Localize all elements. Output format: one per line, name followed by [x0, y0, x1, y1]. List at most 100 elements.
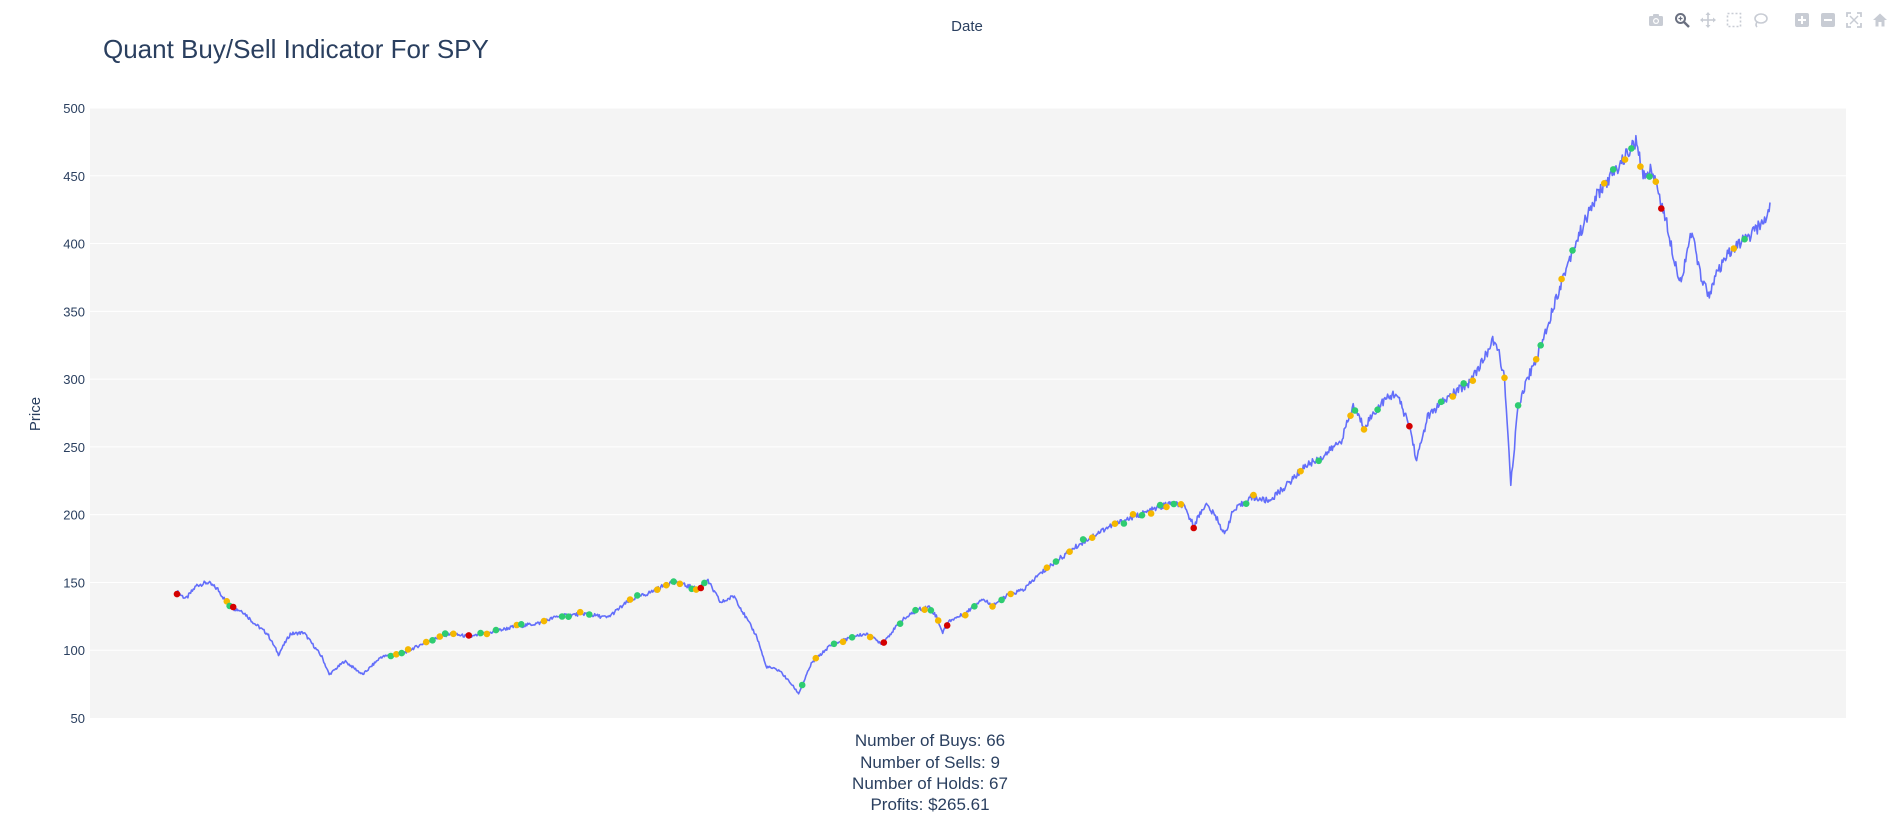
- hold-signal-marker[interactable]: [676, 580, 684, 588]
- pan-icon[interactable]: [1698, 10, 1718, 30]
- buy-signal-marker[interactable]: [477, 629, 484, 637]
- buy-signal-marker[interactable]: [1628, 145, 1635, 152]
- buy-signal-marker[interactable]: [1079, 536, 1087, 543]
- sell-signal-marker[interactable]: [173, 590, 181, 598]
- zoom-out-icon[interactable]: [1818, 10, 1838, 30]
- hold-signal-marker[interactable]: [1297, 467, 1304, 475]
- hold-signal-marker[interactable]: [393, 651, 400, 658]
- buy-signal-marker[interactable]: [927, 607, 935, 614]
- buy-signal-marker[interactable]: [1138, 511, 1146, 519]
- buy-signal-marker[interactable]: [912, 606, 919, 614]
- hold-signal-marker[interactable]: [921, 606, 928, 613]
- hold-signal-marker[interactable]: [1066, 548, 1073, 555]
- hold-signal-marker[interactable]: [812, 654, 820, 662]
- camera-icon[interactable]: [1646, 10, 1666, 30]
- reset-axes-icon[interactable]: [1870, 10, 1890, 30]
- buy-signal-marker[interactable]: [558, 613, 566, 620]
- buy-signal-marker[interactable]: [1460, 380, 1467, 387]
- buy-signal-marker[interactable]: [1156, 501, 1164, 509]
- hold-signal-marker[interactable]: [839, 638, 847, 646]
- buy-signal-marker[interactable]: [701, 579, 708, 587]
- sell-signal-marker[interactable]: [943, 622, 951, 629]
- hold-signal-marker[interactable]: [1163, 503, 1170, 511]
- hold-signal-marker[interactable]: [962, 611, 969, 619]
- buy-signal-marker[interactable]: [429, 637, 436, 644]
- hold-signal-marker[interactable]: [1360, 426, 1368, 433]
- hold-signal-marker[interactable]: [404, 646, 412, 653]
- zoom-in-icon[interactable]: [1792, 10, 1812, 30]
- hold-signal-marker[interactable]: [1637, 163, 1644, 170]
- hold-signal-marker[interactable]: [1007, 590, 1014, 598]
- buy-signal-marker[interactable]: [670, 578, 677, 585]
- hold-signal-marker[interactable]: [422, 638, 430, 646]
- hold-signal-marker[interactable]: [576, 608, 584, 616]
- buy-signal-marker[interactable]: [634, 592, 641, 599]
- hold-signal-marker[interactable]: [1177, 501, 1185, 508]
- buy-signal-marker[interactable]: [1741, 235, 1748, 243]
- hold-signal-marker[interactable]: [1621, 156, 1629, 163]
- hold-signal-marker[interactable]: [626, 596, 634, 603]
- buy-signal-marker[interactable]: [565, 613, 572, 620]
- sell-signal-marker[interactable]: [465, 632, 473, 639]
- buy-signal-marker[interactable]: [518, 621, 525, 628]
- hold-signal-marker[interactable]: [1250, 491, 1257, 499]
- hold-signal-marker[interactable]: [1600, 180, 1608, 187]
- hold-signal-marker[interactable]: [483, 630, 491, 638]
- lasso-select-icon[interactable]: [1750, 10, 1770, 30]
- buy-signal-marker[interactable]: [798, 681, 806, 689]
- hold-signal-marker[interactable]: [540, 617, 548, 625]
- buy-signal-marker[interactable]: [971, 603, 978, 610]
- hold-signal-marker[interactable]: [1449, 393, 1457, 400]
- hold-signal-marker[interactable]: [934, 617, 942, 624]
- buy-signal-marker[interactable]: [1609, 166, 1617, 173]
- sell-signal-marker[interactable]: [1658, 205, 1665, 212]
- buy-signal-marker[interactable]: [492, 626, 500, 634]
- buy-signal-marker[interactable]: [1569, 247, 1576, 254]
- buy-signal-marker[interactable]: [1351, 407, 1359, 414]
- hold-signal-marker[interactable]: [663, 581, 670, 589]
- hold-signal-marker[interactable]: [1558, 275, 1565, 283]
- buy-signal-marker[interactable]: [896, 620, 904, 627]
- hold-signal-marker[interactable]: [1088, 534, 1096, 541]
- sell-signal-marker[interactable]: [1190, 524, 1197, 532]
- sell-signal-marker[interactable]: [229, 603, 237, 611]
- hold-signal-marker[interactable]: [450, 630, 457, 638]
- hold-signal-marker[interactable]: [1652, 178, 1660, 185]
- buy-signal-marker[interactable]: [398, 649, 406, 657]
- plot-area[interactable]: [90, 108, 1846, 718]
- zoom-icon[interactable]: [1672, 10, 1692, 30]
- hold-signal-marker[interactable]: [1347, 412, 1354, 420]
- buy-signal-marker[interactable]: [998, 596, 1005, 604]
- hold-signal-marker[interactable]: [1043, 564, 1051, 571]
- buy-signal-marker[interactable]: [848, 634, 856, 641]
- hold-signal-marker[interactable]: [1129, 511, 1137, 518]
- buy-signal-marker[interactable]: [830, 640, 838, 648]
- buy-signal-marker[interactable]: [1537, 342, 1544, 349]
- autoscale-icon[interactable]: [1844, 10, 1864, 30]
- sell-signal-marker[interactable]: [1406, 422, 1413, 430]
- hold-signal-marker[interactable]: [1111, 520, 1119, 527]
- buy-signal-marker[interactable]: [1120, 520, 1128, 527]
- hold-signal-marker[interactable]: [654, 586, 661, 593]
- hold-signal-marker[interactable]: [436, 633, 444, 640]
- sell-signal-marker[interactable]: [880, 639, 888, 646]
- hold-signal-marker[interactable]: [989, 603, 996, 610]
- buy-signal-marker[interactable]: [441, 630, 449, 637]
- hold-signal-marker[interactable]: [866, 633, 874, 641]
- buy-signal-marker[interactable]: [1052, 558, 1060, 565]
- sell-signal-marker[interactable]: [697, 584, 705, 592]
- hold-signal-marker[interactable]: [1469, 377, 1477, 385]
- hold-signal-marker[interactable]: [1147, 510, 1155, 517]
- box-select-icon[interactable]: [1724, 10, 1744, 30]
- buy-signal-marker[interactable]: [387, 652, 395, 660]
- buy-signal-marker[interactable]: [1646, 173, 1653, 180]
- hold-signal-marker[interactable]: [1501, 374, 1508, 382]
- buy-signal-marker[interactable]: [1242, 500, 1250, 508]
- buy-signal-marker[interactable]: [1170, 500, 1178, 508]
- buy-signal-marker[interactable]: [1315, 457, 1322, 465]
- buy-signal-marker[interactable]: [1374, 406, 1381, 414]
- buy-signal-marker[interactable]: [1514, 402, 1522, 409]
- hold-signal-marker[interactable]: [1532, 356, 1540, 363]
- buy-signal-marker[interactable]: [586, 611, 593, 618]
- hold-signal-marker[interactable]: [1730, 245, 1738, 252]
